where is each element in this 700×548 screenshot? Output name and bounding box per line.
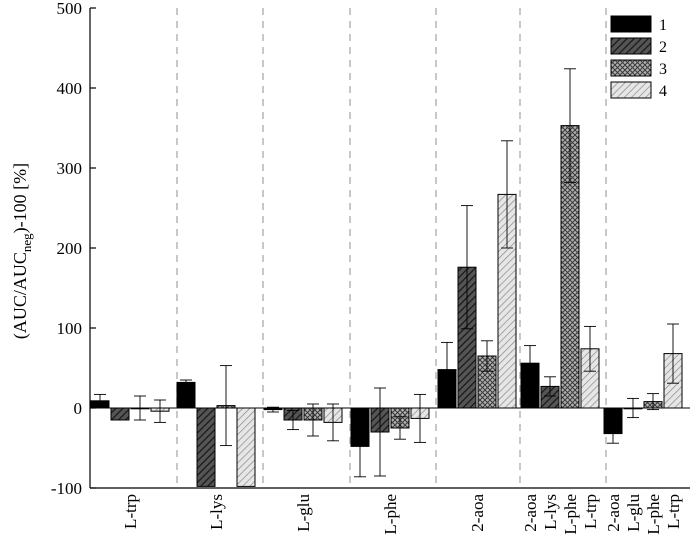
bar-series-2 <box>110 407 130 421</box>
y-axis-title-prefix: (AUC/AUC <box>10 252 31 339</box>
legend-swatch-3 <box>610 59 652 77</box>
category-label: L-trp <box>664 494 683 529</box>
y-axis-title: (AUC/AUCneg)-100 [%] <box>10 163 34 339</box>
bar-series-1 <box>176 381 196 409</box>
legend-swatch-2 <box>610 37 652 55</box>
legend-swatch-1 <box>610 15 652 33</box>
category-label: 2-aoa <box>468 494 487 532</box>
category-label: L-phe <box>644 494 663 535</box>
legend: 1 2 3 4 <box>610 15 667 100</box>
y-tick-label: 200 <box>57 239 83 258</box>
category-labels: L-trp L-lys L-glu L-phe 2-aoa 2-aoa L-lys L-phe… <box>121 494 683 535</box>
bars-layer <box>90 125 683 487</box>
y-axis-title-suffix: )-100 [%] <box>10 163 31 233</box>
bar-series-4 <box>236 407 256 487</box>
legend-swatch-4 <box>610 81 652 99</box>
category-label: L-phe <box>381 494 400 535</box>
category-label: L-lys <box>207 494 226 530</box>
category-label: L-phe <box>561 494 580 535</box>
error-bars-layer <box>94 68 679 478</box>
y-tick-label: 500 <box>57 0 83 18</box>
y-tick-label: 100 <box>57 319 83 338</box>
category-label: 2-aoa <box>604 494 623 532</box>
y-tick-label: 300 <box>57 159 83 178</box>
legend-label-4: 4 <box>659 83 667 100</box>
category-label: L-trp <box>581 494 600 529</box>
y-tick-label: -100 <box>51 479 82 498</box>
category-label: L-glu <box>294 494 313 532</box>
axes <box>89 8 690 489</box>
legend-label-2: 2 <box>659 39 667 56</box>
category-label: L-glu <box>624 494 643 532</box>
legend-label-3: 3 <box>659 61 667 78</box>
y-ticks: -100 0 100 200 300 400 500 <box>51 0 96 498</box>
category-label: L-trp <box>121 494 140 529</box>
bar-series-2 <box>196 407 216 487</box>
y-tick-label: 400 <box>57 79 83 98</box>
category-label: 2-aoa <box>521 494 540 532</box>
legend-label-1: 1 <box>659 17 667 34</box>
y-axis-title-subscript: neg <box>19 233 34 252</box>
category-label: L-lys <box>541 494 560 530</box>
group-separators <box>176 8 607 488</box>
y-tick-label: 0 <box>74 399 83 418</box>
